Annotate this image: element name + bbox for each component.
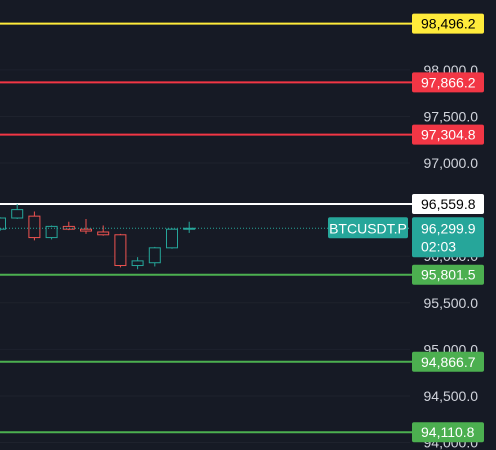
candle-body-down (80, 228, 92, 232)
symbol-label: BTCUSDT.P (329, 220, 407, 236)
price-tick-label: 94,500.0 (424, 388, 479, 404)
level-price-label: 95,801.5 (421, 267, 476, 283)
horizontal-levels[interactable]: 98,496.2 97,866.2 97,304.8 96,559.8 95,801.5… (0, 13, 484, 443)
level-price-box (412, 72, 484, 93)
price-gridlines (0, 69, 410, 444)
candle-body-up (0, 217, 6, 230)
bar-countdown: 02:03 (421, 238, 456, 254)
level-price-label: 97,304.8 (421, 127, 476, 143)
price-tick-label: 97,000.0 (424, 155, 479, 171)
price-tick-label: 97,500.0 (424, 108, 479, 124)
candle-body-up (148, 247, 161, 264)
level-price-label: 96,559.8 (421, 196, 476, 212)
candle-body-down (97, 231, 110, 236)
last-price-box (412, 217, 484, 258)
level-price-label: 94,110.8 (421, 424, 475, 440)
level-price-box (412, 194, 484, 215)
level-price-box (412, 351, 484, 372)
level-price-box (412, 264, 484, 285)
candle-body-down (28, 215, 41, 239)
candle-body-up (11, 209, 24, 219)
level-price-box (412, 13, 484, 34)
level-price-box (412, 124, 484, 145)
level-price-label: 97,866.2 (421, 74, 476, 90)
level-price-label: 94,866.7 (421, 354, 476, 370)
candle-body-up (131, 260, 144, 267)
level-price-box (412, 422, 484, 443)
symbol-price-tag: BTCUSDT.P 96,299.9 02:03 (0, 217, 484, 258)
candle-body-up (166, 228, 178, 249)
price-tick-label: 95,500.0 (424, 295, 479, 311)
candle-body-up (45, 225, 58, 239)
symbol-label-box (328, 217, 408, 239)
last-price-value: 96,299.9 (421, 220, 476, 236)
level-price-label: 98,496.2 (421, 16, 476, 32)
candle-body-down (114, 234, 127, 267)
